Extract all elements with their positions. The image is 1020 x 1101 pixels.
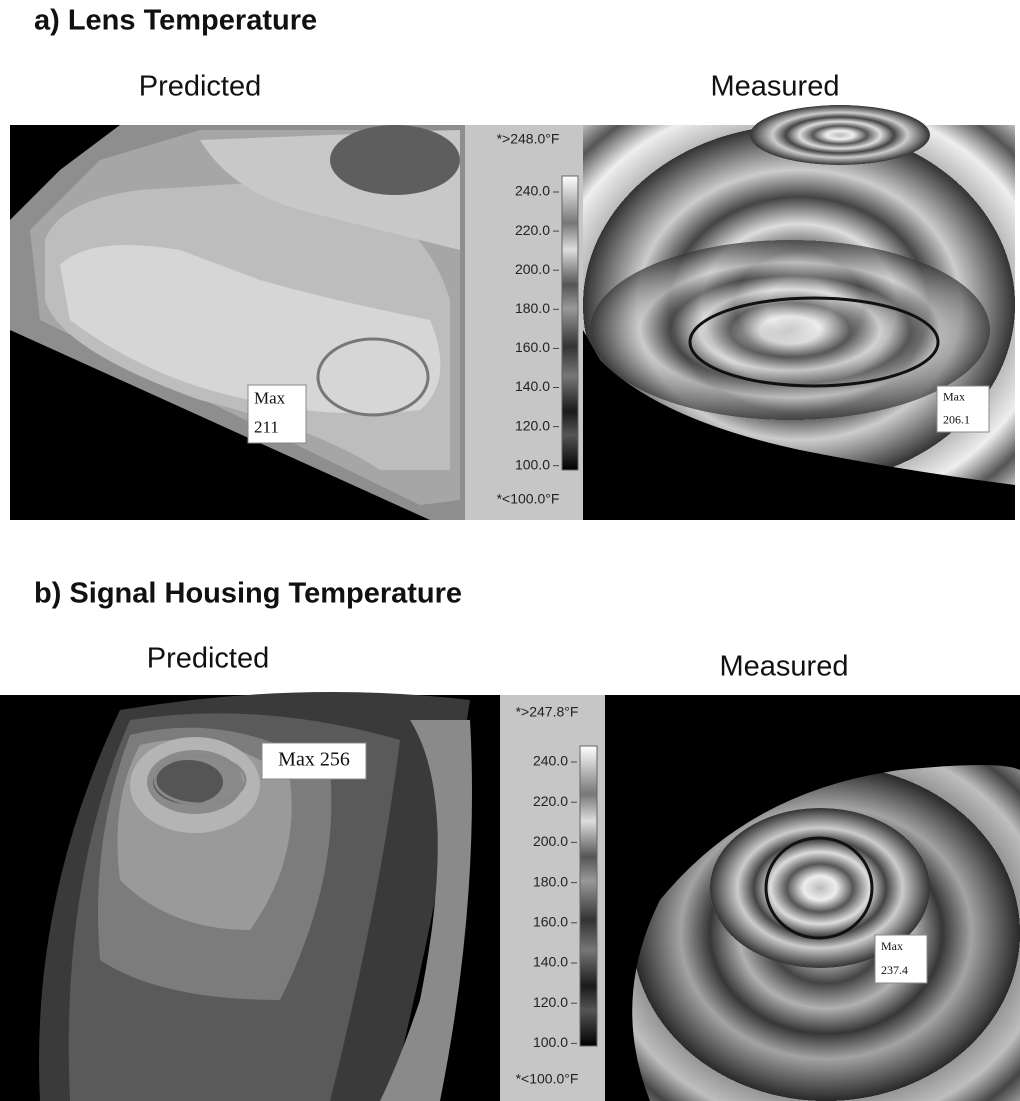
colorbar-tick-label: 220.0	[515, 222, 550, 238]
colorbar-tick-label: 200.0	[533, 833, 568, 849]
annotation-text: Max	[254, 388, 286, 407]
colorbar-tick-label: 180.0	[533, 873, 568, 889]
measured-image-b	[605, 695, 1020, 1101]
measured-image-a	[583, 105, 1015, 520]
predicted-image-a	[10, 125, 465, 520]
colorbar-bottom: *<100.0°F	[516, 1071, 579, 1087]
predicted-image-b	[0, 692, 500, 1101]
annotation-text: 237.4	[881, 963, 908, 977]
colorbar-tick-label: 240.0	[533, 753, 568, 769]
colorbar-tick-label: 160.0	[533, 914, 568, 930]
colorbar-tick-label: 100.0	[515, 456, 550, 472]
annotation-text: Max	[943, 389, 965, 403]
image-label: Measured	[720, 651, 849, 683]
figure: a) Lens Temperature Predicted Measured *>24…	[0, 0, 1020, 1101]
annotation-text: 206.1	[943, 412, 970, 426]
colorbar-tick-label: 120.0	[515, 417, 550, 433]
annotation-text: Max 256	[278, 749, 350, 771]
colorbar-tick-label: 120.0	[533, 994, 568, 1010]
colorbar-tick-label: 240.0	[515, 183, 550, 199]
panel-title: b) Signal Housing Temperature	[34, 578, 462, 610]
image-label: Predicted	[139, 71, 262, 103]
image-label: Predicted	[147, 643, 270, 675]
colorbar-tick-label: 100.0	[533, 1034, 568, 1050]
colorbar-tick-label: 160.0	[515, 339, 550, 355]
colorbar-top: *>248.0°F	[497, 131, 560, 147]
annotation-text: 211	[254, 417, 279, 436]
panel-title: a) Lens Temperature	[34, 5, 317, 37]
colorbar-bottom: *<100.0°F	[497, 491, 560, 507]
image-label: Measured	[711, 71, 840, 103]
colorbar-tick-label: 200.0	[515, 261, 550, 277]
colorbar-tick-label: 140.0	[515, 378, 550, 394]
colorbar-top: *>247.8°F	[516, 704, 579, 720]
annotation-text: Max	[881, 939, 903, 953]
colorbar-tick-label: 180.0	[515, 300, 550, 316]
colorbar-tick-label: 220.0	[533, 793, 568, 809]
colorbar-tick-label: 140.0	[533, 954, 568, 970]
